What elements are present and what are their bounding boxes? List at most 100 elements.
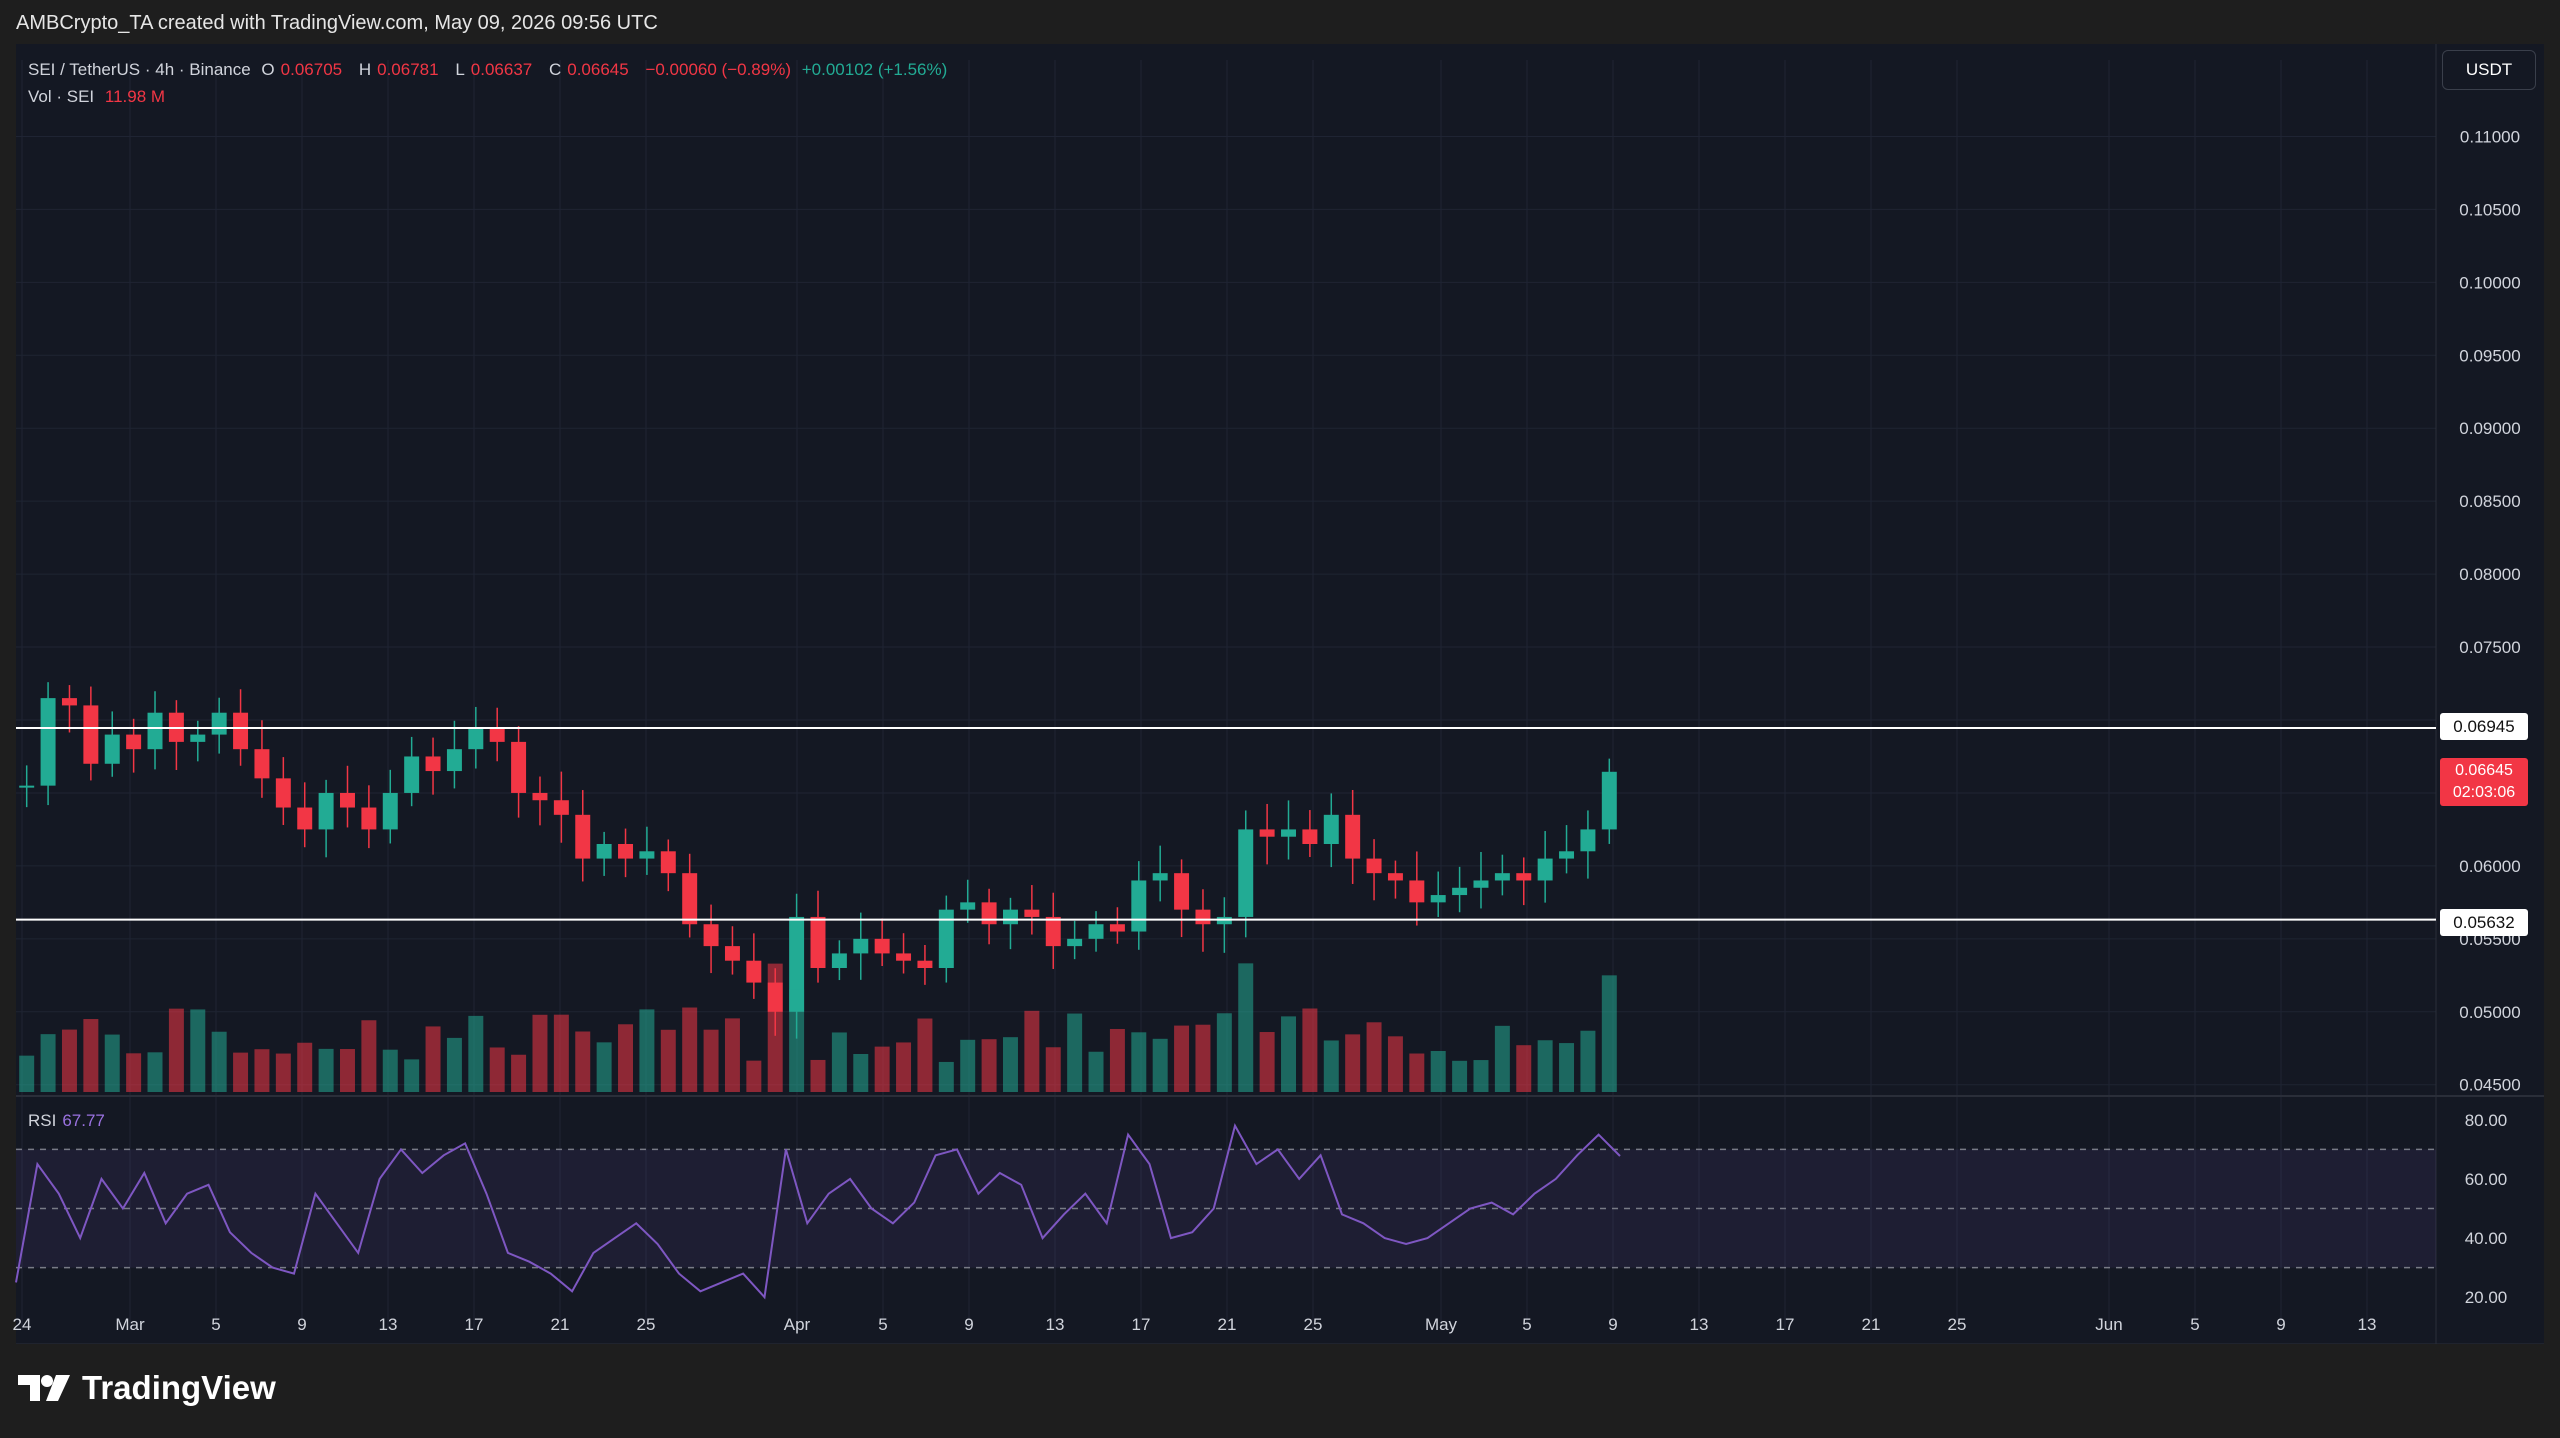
candle-body (1366, 858, 1382, 874)
volume-bar (511, 1054, 527, 1092)
volume-bar (83, 1019, 99, 1092)
candle-body (1452, 887, 1468, 896)
volume-bar (404, 1059, 420, 1092)
price-axis-label: 0.10500 (2459, 200, 2520, 219)
price-axis-label: 0.05000 (2459, 1003, 2520, 1022)
volume-bar (1409, 1053, 1425, 1092)
volume-bar (19, 1055, 35, 1092)
volume-bar (938, 1061, 954, 1092)
volume-label[interactable]: Vol · SEI (28, 87, 95, 106)
volume-bar (40, 1034, 56, 1092)
candle-body (575, 814, 591, 859)
high-value: 0.06781 (377, 60, 439, 79)
volume-line: Vol · SEI 11.98 M (28, 83, 953, 110)
volume-bar (896, 1042, 912, 1092)
volume-bar (468, 1015, 484, 1092)
candle-body (1302, 829, 1318, 844)
symbol-label[interactable]: SEI / TetherUS · 4h · Binance (28, 60, 251, 79)
volume-bar (147, 1052, 163, 1092)
currency-unit-button[interactable]: USDT (2442, 50, 2536, 90)
time-axis-label: 24 (13, 1315, 32, 1334)
volume-bar (446, 1037, 462, 1092)
candle-body (254, 749, 270, 779)
volume-bar (853, 1053, 869, 1092)
volume-bar (361, 1020, 377, 1092)
candle-body (1067, 938, 1083, 947)
candle-body (639, 851, 655, 859)
candle-body (1387, 873, 1403, 881)
level-tag-lower: 0.05632 (2440, 909, 2528, 936)
candle-body (446, 749, 462, 772)
time-axis-label: 25 (1948, 1315, 1967, 1334)
candle-body (233, 712, 249, 750)
volume-bar (1601, 975, 1617, 1092)
candle-body (1516, 873, 1532, 881)
candle-body (831, 953, 847, 968)
price-axis-label: 0.06000 (2459, 857, 2520, 876)
volume-bar (1216, 1013, 1232, 1092)
candle-body (1045, 916, 1061, 947)
candle-body (682, 873, 698, 925)
volume-bar (553, 1014, 569, 1092)
time-axis-label: Mar (115, 1315, 145, 1334)
candle-body (61, 698, 77, 706)
candle-body (1024, 909, 1040, 917)
candle-body (318, 792, 334, 830)
candle-body (1601, 771, 1617, 830)
level-tag-upper: 0.06945 (2440, 713, 2528, 740)
volume-bar (660, 1029, 676, 1092)
volume-bar (1067, 1013, 1083, 1092)
volume-bar (874, 1046, 890, 1092)
price-axis-label: 0.08500 (2459, 492, 2520, 511)
candle-body (746, 960, 762, 983)
volume-bar (340, 1049, 355, 1092)
volume-bar (233, 1052, 249, 1092)
candle-body (853, 938, 869, 954)
volume-bar (275, 1053, 291, 1092)
change-value: −0.00060 (−0.89%) (645, 60, 791, 79)
rsi-line (15, 1123, 1621, 1300)
chart-panel[interactable] (16, 44, 2544, 1344)
volume-bar (682, 1007, 698, 1092)
top-bar: AMBCrypto_TA created with TradingView.co… (0, 0, 2560, 44)
candle-body (425, 756, 441, 772)
volume-bar (1174, 1025, 1190, 1092)
time-axis-label: 5 (211, 1315, 220, 1334)
footer (0, 1344, 2560, 1438)
candle-body (1174, 873, 1190, 910)
candle-body (1323, 814, 1339, 844)
candle-body (1409, 880, 1425, 903)
candle-body (340, 792, 355, 808)
time-axis-label: May (1425, 1315, 1458, 1334)
extra-change-value: +0.00102 (+1.56%) (801, 60, 948, 79)
countdown-value: 02:03:06 (2452, 784, 2516, 801)
rsi-label[interactable]: RSI (28, 1111, 57, 1130)
volume-bar (1195, 1024, 1211, 1092)
time-axis-label: 13 (379, 1315, 398, 1334)
low-label: L (455, 60, 465, 79)
candle-body (810, 916, 826, 968)
time-axis-label: 17 (1776, 1315, 1795, 1334)
candle-body (1430, 895, 1446, 903)
time-axis-label: 5 (878, 1315, 887, 1334)
chart-credit: AMBCrypto_TA created with TradingView.co… (16, 12, 658, 34)
volume-bar (575, 1031, 591, 1092)
candle-body (532, 792, 548, 801)
price-axis-label: 0.09500 (2459, 346, 2520, 365)
volume-bar (1473, 1060, 1489, 1092)
time-axis-label: 21 (1862, 1315, 1881, 1334)
tradingview-logo[interactable]: TradingView (18, 1369, 276, 1407)
candle-body (40, 698, 56, 786)
candle-body (104, 734, 120, 764)
candle-body (19, 785, 35, 788)
volume-bar (1345, 1034, 1361, 1092)
candle-body (896, 953, 912, 961)
time-axis-label: Jun (2095, 1315, 2122, 1334)
volume-bar (724, 1018, 740, 1092)
time-axis-label: 25 (1304, 1315, 1323, 1334)
candle-body (361, 807, 377, 830)
candle-body (511, 741, 527, 793)
candle-body (789, 916, 805, 1012)
time-axis-label: 25 (637, 1315, 656, 1334)
